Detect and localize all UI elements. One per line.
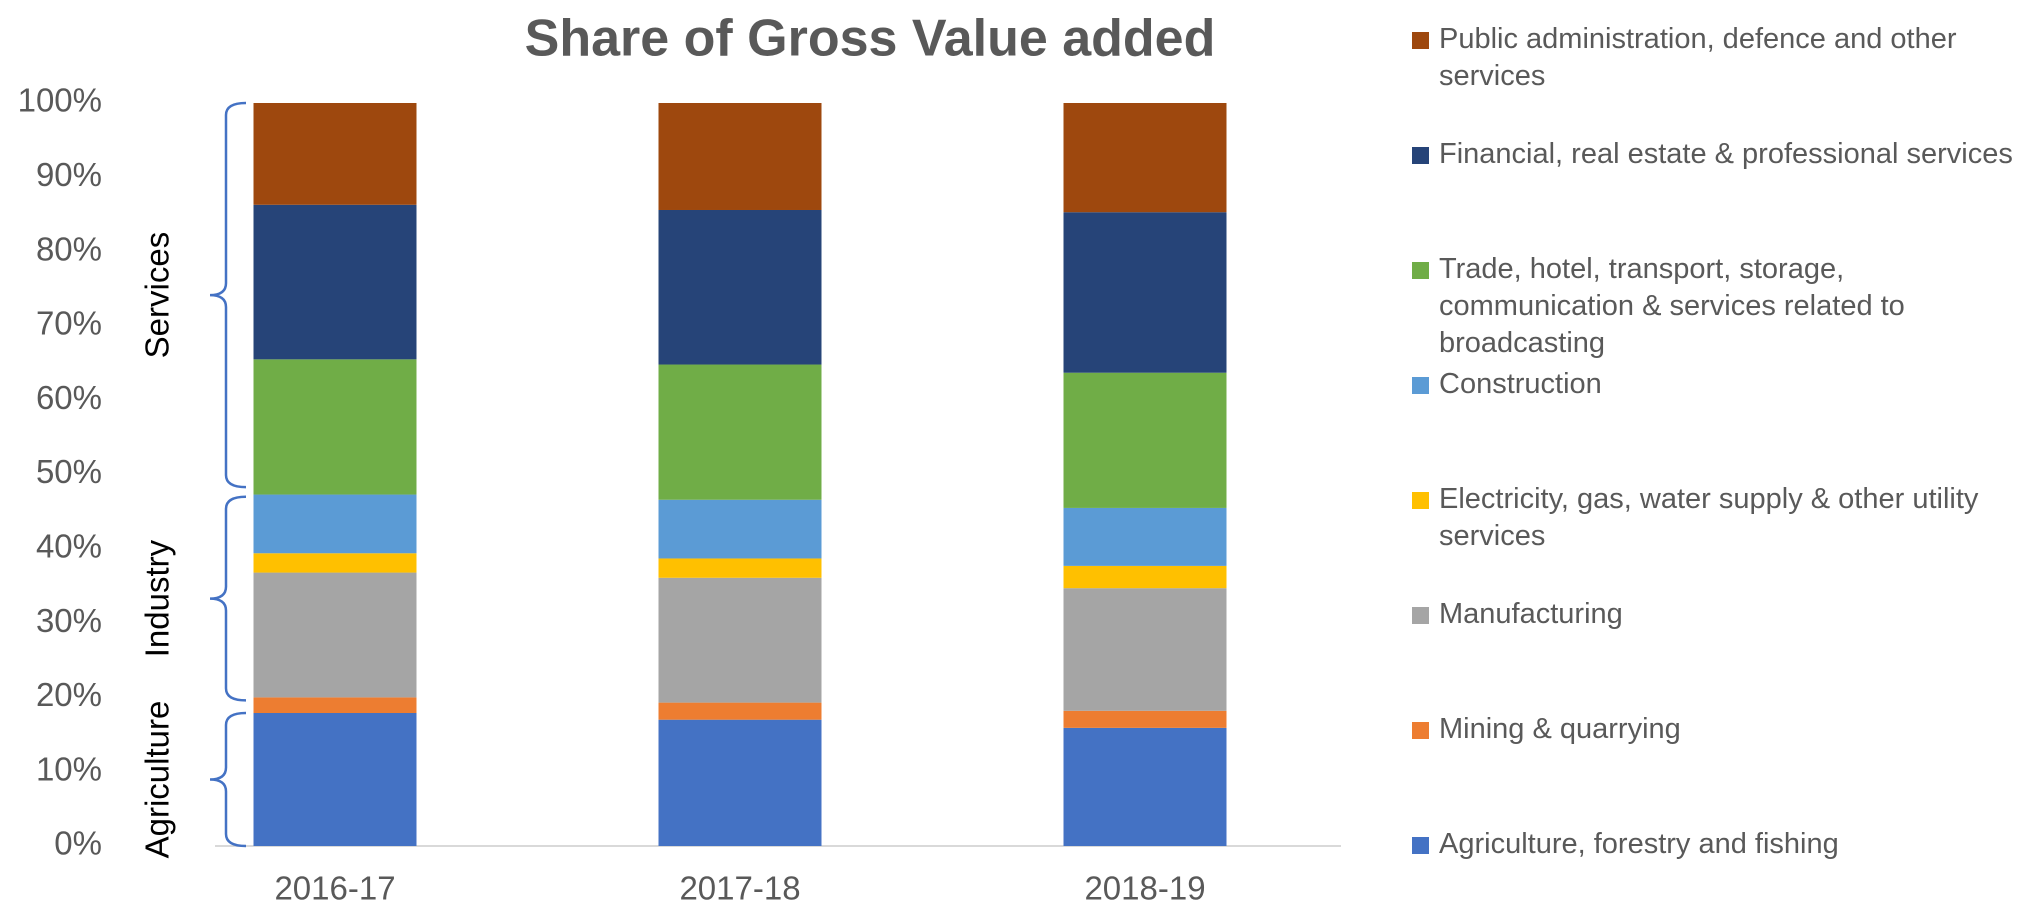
legend-label: Agriculture, forestry and fishing: [1439, 828, 1839, 860]
bar-segment: [658, 364, 822, 500]
y-tick-label: 0%: [54, 825, 102, 862]
bar-segment: [658, 103, 822, 210]
group-bracket: [209, 101, 247, 489]
group-label: Services: [139, 232, 176, 359]
bar-segment: [658, 499, 822, 559]
bar-segment: [1063, 507, 1227, 566]
bar-segment: [1063, 588, 1227, 711]
bar-segment: [658, 558, 822, 578]
bar-segment: [253, 359, 417, 495]
y-tick-label: 40%: [36, 528, 102, 565]
bar-segment: [253, 553, 417, 573]
legend-swatch: [1412, 492, 1429, 509]
bar-segment: [253, 494, 417, 554]
x-tick-label: 2016-17: [274, 870, 395, 906]
group-bracket: [209, 495, 247, 702]
legend-swatch: [1412, 147, 1429, 164]
group-label: Agriculture: [139, 701, 176, 859]
legend-label: Manufacturing: [1439, 598, 1623, 630]
group-bracket: [209, 711, 247, 848]
legend-label: Electricity, gas, water supply & other u…: [1439, 483, 1979, 552]
legend-swatch: [1412, 262, 1429, 279]
bar-segment: [1063, 727, 1227, 846]
bar-segment: [1063, 212, 1227, 373]
y-tick-label: 60%: [36, 379, 102, 416]
legend-swatch: [1412, 837, 1429, 854]
y-tick-label: 100%: [18, 82, 102, 119]
bar-segment: [253, 713, 417, 846]
bar-segment: [658, 577, 822, 703]
y-tick-label: 20%: [36, 676, 102, 713]
y-tick-label: 90%: [36, 156, 102, 193]
y-tick-label: 10%: [36, 750, 102, 787]
legend-label: Construction: [1439, 368, 1602, 400]
legend-label: Trade, hotel, transport, storage, commun…: [1439, 253, 1905, 359]
bar-segment: [658, 209, 822, 365]
legend-swatch: [1412, 722, 1429, 739]
legend-swatch: [1412, 32, 1429, 49]
chart-title: Share of Gross Value added: [525, 10, 1216, 68]
bar-segment: [253, 572, 417, 698]
legend-swatch: [1412, 377, 1429, 394]
bar-segment: [1063, 103, 1227, 213]
x-tick-label: 2018-19: [1084, 870, 1205, 906]
bar-segment: [1063, 372, 1227, 508]
bar-segment: [658, 702, 822, 720]
y-tick-label: 80%: [36, 230, 102, 267]
legend-label: Mining & quarrying: [1439, 713, 1681, 745]
legend-label: Public administration, defence and other…: [1439, 23, 1957, 92]
bar-segment: [253, 697, 417, 714]
y-tick-label: 30%: [36, 602, 102, 639]
y-tick-label: 70%: [36, 305, 102, 342]
legend-label: Financial, real estate & professional se…: [1439, 138, 2013, 170]
legend-swatch: [1412, 607, 1429, 624]
bar-segment: [658, 719, 822, 846]
bar-segment: [253, 204, 417, 360]
x-tick-label: 2017-18: [679, 870, 800, 906]
bar-segment: [253, 103, 417, 205]
group-label: Industry: [139, 539, 176, 657]
bar-segment: [1063, 710, 1227, 728]
bar-segment: [1063, 565, 1227, 589]
y-tick-label: 50%: [36, 453, 102, 490]
